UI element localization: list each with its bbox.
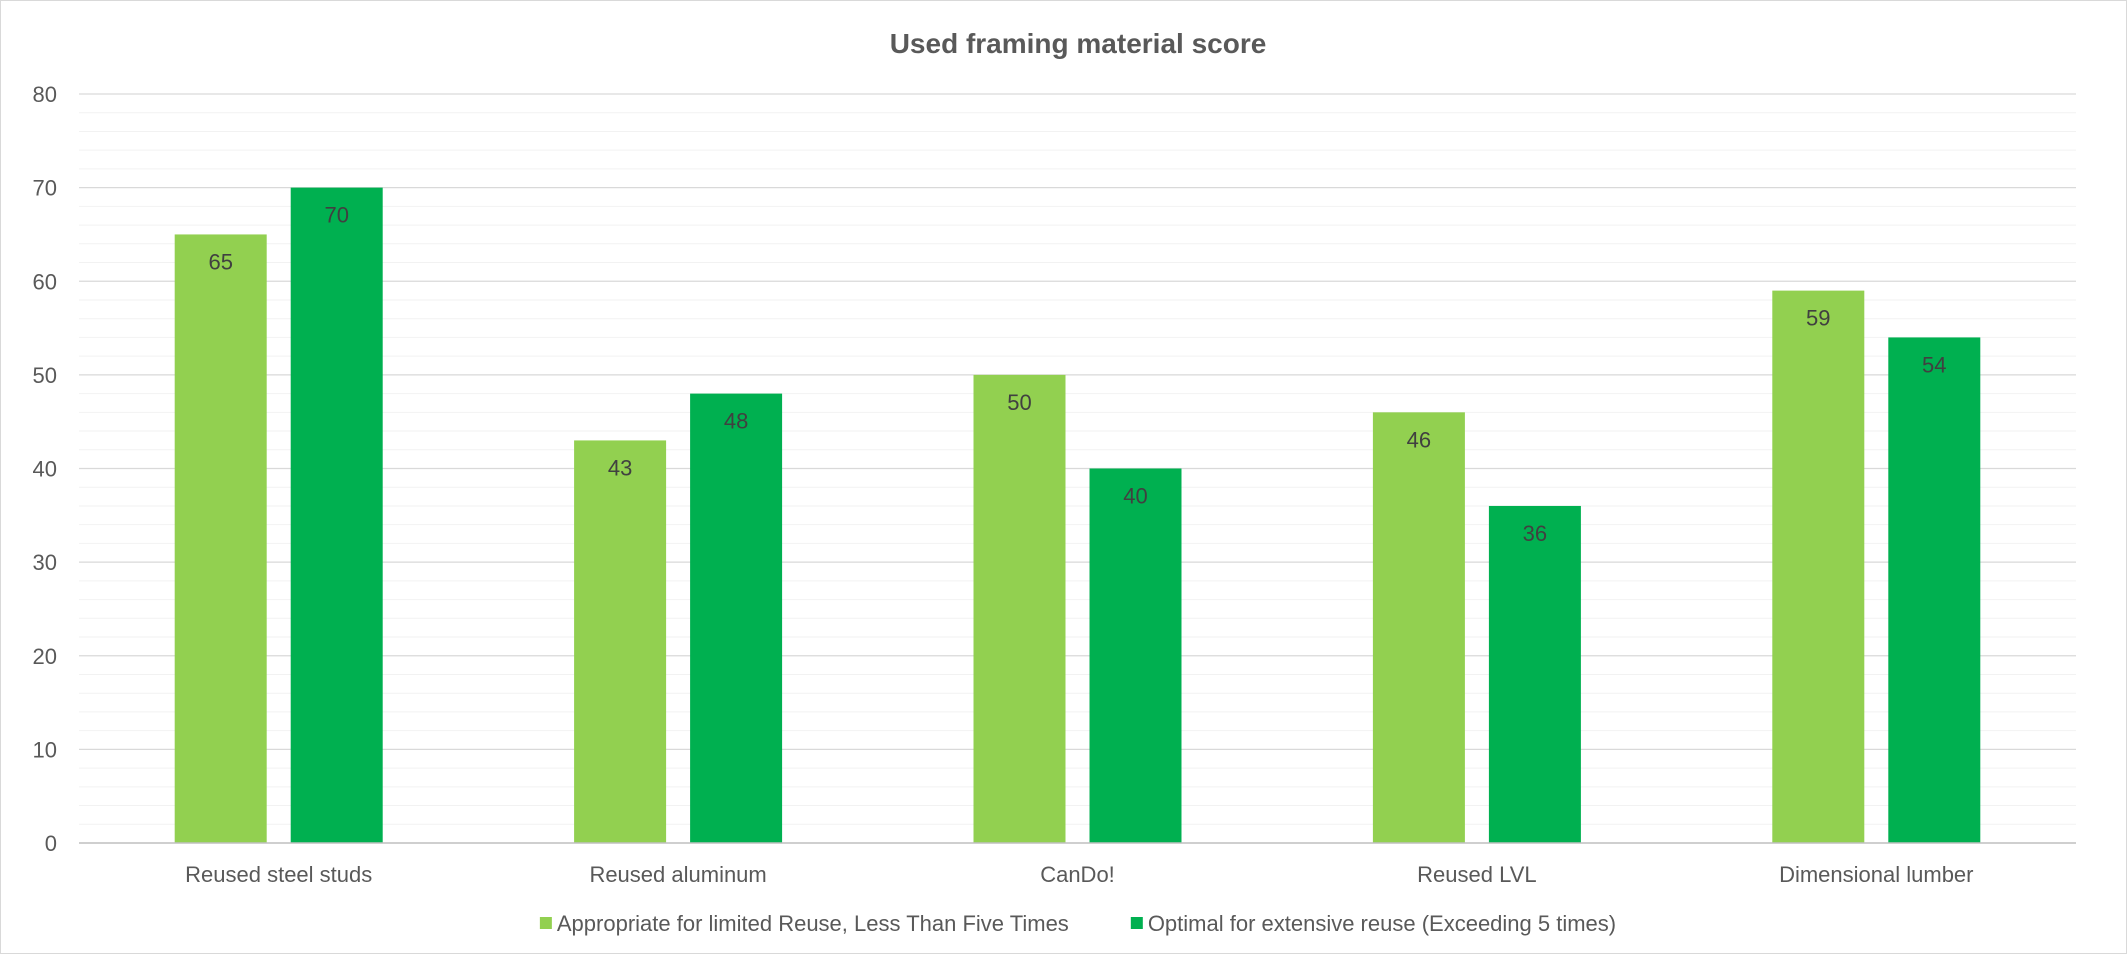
data-label: 48 bbox=[724, 409, 748, 434]
y-axis: 0 10 20 30 40 50 60 70 80 bbox=[33, 82, 57, 856]
y-tick-label: 10 bbox=[33, 737, 57, 762]
y-tick-label: 40 bbox=[33, 457, 57, 482]
bar bbox=[290, 187, 383, 843]
data-label: 65 bbox=[208, 249, 232, 274]
bar bbox=[574, 440, 667, 843]
bar bbox=[1772, 290, 1865, 843]
data-label: 43 bbox=[608, 455, 632, 480]
x-tick-label: Reused LVL bbox=[1417, 862, 1536, 887]
data-label: 59 bbox=[1806, 306, 1830, 331]
bar bbox=[690, 393, 783, 843]
y-tick-label: 60 bbox=[33, 269, 57, 294]
gridlines bbox=[79, 93, 2076, 825]
x-tick-label: Reused aluminum bbox=[589, 862, 766, 887]
data-labels: 65 70 43 48 50 40 46 36 59 54 bbox=[208, 203, 1946, 546]
y-tick-label: 0 bbox=[45, 831, 57, 856]
x-tick-label: Dimensional lumber bbox=[1779, 862, 1973, 887]
data-label: 46 bbox=[1407, 427, 1431, 452]
x-tick-label: CanDo! bbox=[1040, 862, 1115, 887]
y-tick-label: 80 bbox=[33, 82, 57, 107]
y-tick-label: 70 bbox=[33, 176, 57, 201]
data-label: 36 bbox=[1523, 521, 1547, 546]
bar bbox=[1089, 468, 1182, 843]
legend-swatch bbox=[1130, 917, 1143, 929]
bar bbox=[1372, 412, 1465, 843]
data-label: 40 bbox=[1123, 484, 1147, 509]
y-tick-label: 50 bbox=[33, 363, 57, 388]
y-tick-label: 20 bbox=[33, 644, 57, 669]
legend: Appropriate for limited Reuse, Less Than… bbox=[539, 911, 1616, 936]
bar bbox=[174, 234, 267, 843]
bars bbox=[174, 187, 1981, 843]
legend-label: Optimal for extensive reuse (Exceeding 5… bbox=[1148, 911, 1616, 936]
bar bbox=[1488, 505, 1581, 843]
data-label: 70 bbox=[324, 203, 348, 228]
x-axis: Reused steel studs Reused aluminum CanDo! R… bbox=[79, 842, 2076, 887]
chart-title: Used framing material score bbox=[890, 28, 1267, 59]
legend-swatch bbox=[539, 917, 552, 929]
legend-label: Appropriate for limited Reuse, Less Than… bbox=[557, 911, 1069, 936]
x-tick-label: Reused steel studs bbox=[185, 862, 372, 887]
data-label: 50 bbox=[1007, 390, 1031, 415]
bar bbox=[1888, 337, 1981, 843]
y-tick-label: 30 bbox=[33, 550, 57, 575]
bar bbox=[973, 374, 1066, 843]
data-label: 54 bbox=[1922, 352, 1946, 377]
